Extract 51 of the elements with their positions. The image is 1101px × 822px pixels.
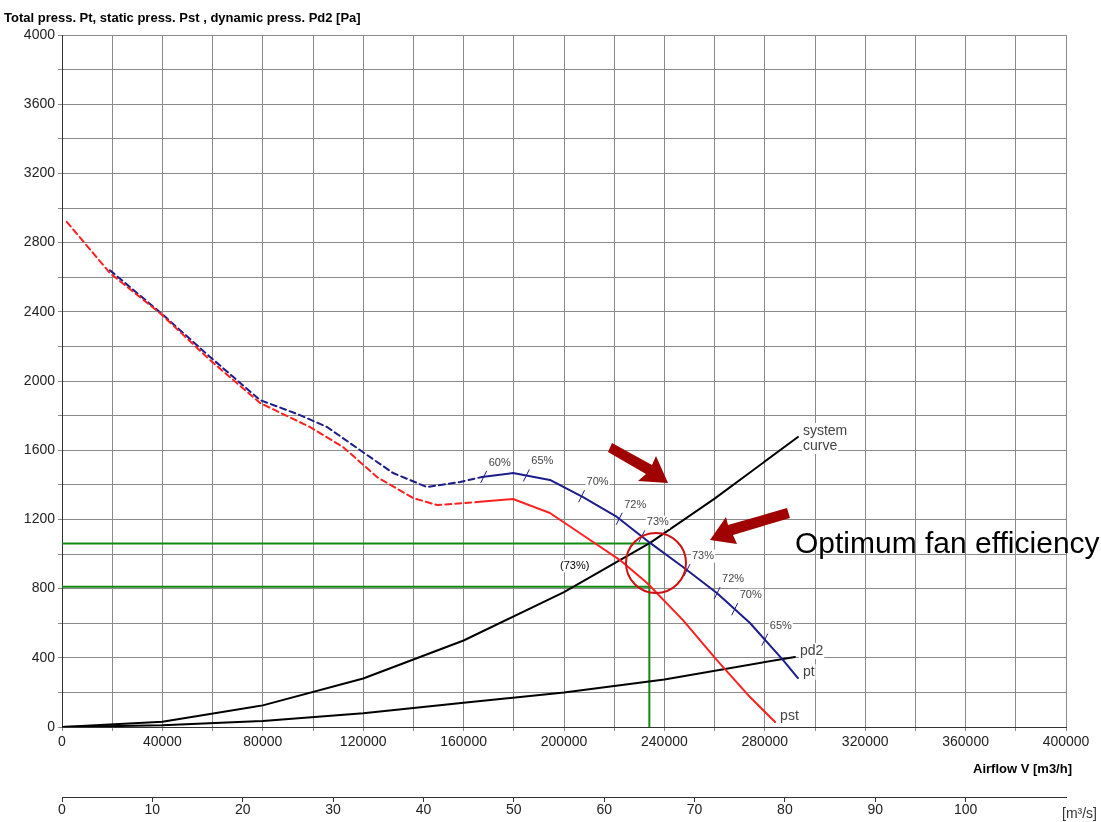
annotation: 65% — [769, 618, 793, 631]
x2-tick-label: 50 — [506, 801, 522, 818]
series-label: pt — [802, 662, 815, 679]
x-tick-label: 400000 — [1042, 733, 1090, 750]
annotation: 70% — [586, 475, 609, 488]
y-tick-label: 0 — [47, 717, 56, 734]
annotation: 73% — [691, 549, 715, 562]
x2-tick-label: 60 — [596, 801, 613, 818]
y-tick-label: 1200 — [23, 510, 56, 527]
y-tick-label: 800 — [31, 579, 56, 596]
y-tick-label: 2800 — [23, 233, 56, 250]
x-tick-label: 0 — [58, 733, 67, 750]
x-tick-label: 80000 — [243, 733, 283, 750]
x2-tick-label: 10 — [144, 801, 161, 818]
x2-tick-label: 100 — [953, 801, 978, 818]
x-tick-label: 280000 — [741, 733, 789, 750]
annotation: Optimum fan efficiency — [795, 526, 1100, 560]
series-label: system curve — [802, 421, 848, 453]
x-tick-label: 360000 — [942, 733, 990, 750]
y-tick-label: 1600 — [23, 441, 56, 458]
x2-tick-label: 80 — [777, 801, 793, 818]
x2-tick-label: 70 — [686, 801, 703, 818]
x-tick-label: 320000 — [841, 733, 889, 750]
series-label: pd2 — [799, 641, 824, 658]
y-axis-title: Total press. Pt, static press. Pst , dynamic press. Pd2 [Pa] — [4, 10, 361, 26]
y-tick-label: 2400 — [23, 302, 56, 319]
annotation: (73%) — [560, 559, 590, 572]
series-label: pst — [780, 706, 799, 723]
x2-tick-label: 30 — [325, 801, 342, 818]
x2-tick-label: 0 — [58, 801, 67, 818]
annotation: 70% — [739, 588, 762, 601]
annotation: 72% — [722, 572, 745, 585]
annotation: 65% — [531, 454, 554, 467]
annotation: 60% — [488, 455, 511, 468]
x-axis-title: Airflow V [m3/h] — [973, 761, 1072, 777]
y-tick-label: 2000 — [23, 371, 56, 388]
annotation: 73% — [646, 515, 670, 528]
y-tick-label: 400 — [31, 648, 56, 665]
y-tick-label: 4000 — [23, 25, 56, 42]
x-tick-label: 120000 — [339, 733, 387, 750]
x-tick-label: 40000 — [142, 733, 183, 750]
x-tick-label: 200000 — [540, 733, 588, 750]
x-tick-label: 160000 — [440, 733, 488, 750]
x2-tick-label: 20 — [234, 801, 251, 818]
x2-tick-label: 40 — [415, 801, 432, 818]
x2-tick-label: 90 — [867, 801, 884, 818]
y-tick-label: 3600 — [23, 95, 56, 112]
y-tick-label: 3200 — [23, 164, 56, 181]
annotation: 72% — [624, 497, 647, 510]
x2-axis-title: [m³/s] — [1062, 804, 1097, 821]
x-tick-label: 240000 — [641, 733, 688, 750]
